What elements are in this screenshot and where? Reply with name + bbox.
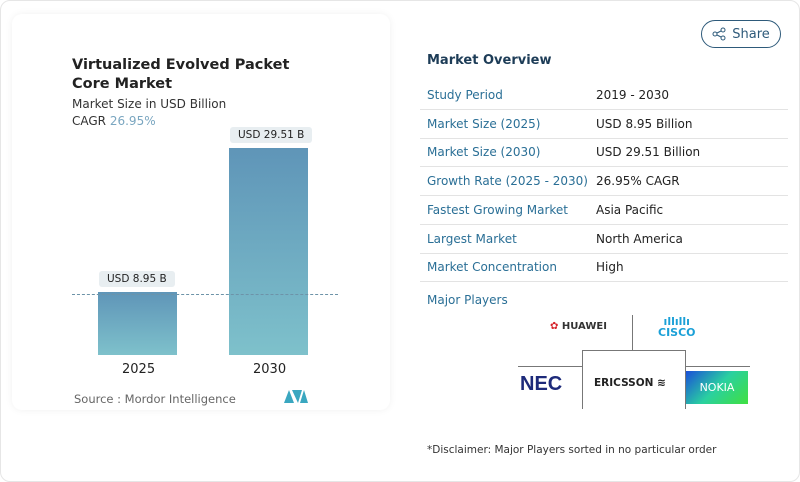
row-label: Fastest Growing Market bbox=[427, 202, 569, 217]
row-value: 26.95% CAGR bbox=[596, 174, 680, 189]
row-label: Market Size (2030) bbox=[427, 145, 541, 160]
row-value: USD 29.51 Billion bbox=[596, 145, 701, 160]
cagr-label: CAGR bbox=[72, 114, 107, 128]
bar-2030 bbox=[229, 148, 308, 355]
row-value: 2019 - 2030 bbox=[596, 88, 670, 102]
source: Source : Mordor Intelligence bbox=[74, 392, 236, 406]
row-label: Growth Rate (2025 - 2030) bbox=[427, 174, 588, 189]
row-label: Largest Market bbox=[427, 231, 517, 246]
cagr: CAGR 26.95% bbox=[72, 114, 156, 128]
overview-row: Growth Rate (2025 - 2030) 26.95% CAGR bbox=[420, 167, 788, 197]
ericsson-logo: ERICSSON ≋ bbox=[594, 377, 666, 389]
share-label: Share bbox=[732, 26, 770, 42]
row-label: Market Size (2025) bbox=[427, 116, 541, 131]
overview-row: Study Period 2019 - 2030 bbox=[420, 81, 788, 110]
row-value: Asia Pacific bbox=[596, 202, 664, 217]
overview-row: Fastest Growing Market Asia Pacific bbox=[420, 196, 788, 225]
x-tick-label: 2030 bbox=[253, 362, 287, 377]
overview-row: Market Size (2025) USD 8.95 Billion bbox=[420, 110, 788, 139]
data-label: USD 8.95 B bbox=[99, 271, 175, 288]
nec-logo: NEC bbox=[520, 373, 563, 395]
row-value: USD 8.95 Billion bbox=[596, 116, 693, 131]
cagr-value: 26.95% bbox=[109, 114, 156, 128]
share-button[interactable]: Share bbox=[701, 20, 781, 48]
overview-title: Market Overview bbox=[427, 53, 552, 68]
overview-row: Market Concentration High bbox=[420, 253, 788, 283]
overview-row: Largest Market North America bbox=[420, 225, 788, 254]
huawei-logo: ✿ HUAWEI bbox=[550, 321, 607, 332]
x-tick-label: 2025 bbox=[122, 362, 156, 377]
chart-card bbox=[12, 14, 390, 410]
row-value: North America bbox=[596, 231, 683, 246]
reference-line bbox=[72, 294, 338, 295]
nokia-logo: NOKIA bbox=[686, 371, 748, 404]
major-players-label: Major Players bbox=[427, 293, 508, 307]
chart-title: Virtualized Evolved Packet Core Market bbox=[72, 57, 290, 92]
data-label: USD 29.51 B bbox=[230, 127, 313, 143]
disclaimer: *Disclaimer: Major Players sorted in no … bbox=[427, 444, 717, 456]
mordor-logo-icon bbox=[284, 390, 308, 403]
row-label: Market Concentration bbox=[427, 260, 557, 275]
overview-row: Market Size (2030) USD 29.51 Billion bbox=[420, 138, 788, 168]
row-value: High bbox=[596, 260, 624, 275]
row-label: Study Period bbox=[427, 88, 503, 102]
cisco-logo: ıllıllı CISCO bbox=[658, 315, 696, 339]
share-icon bbox=[712, 27, 726, 41]
chart-subtitle: Market Size in USD Billion bbox=[72, 97, 227, 111]
bar-2025 bbox=[98, 292, 177, 355]
